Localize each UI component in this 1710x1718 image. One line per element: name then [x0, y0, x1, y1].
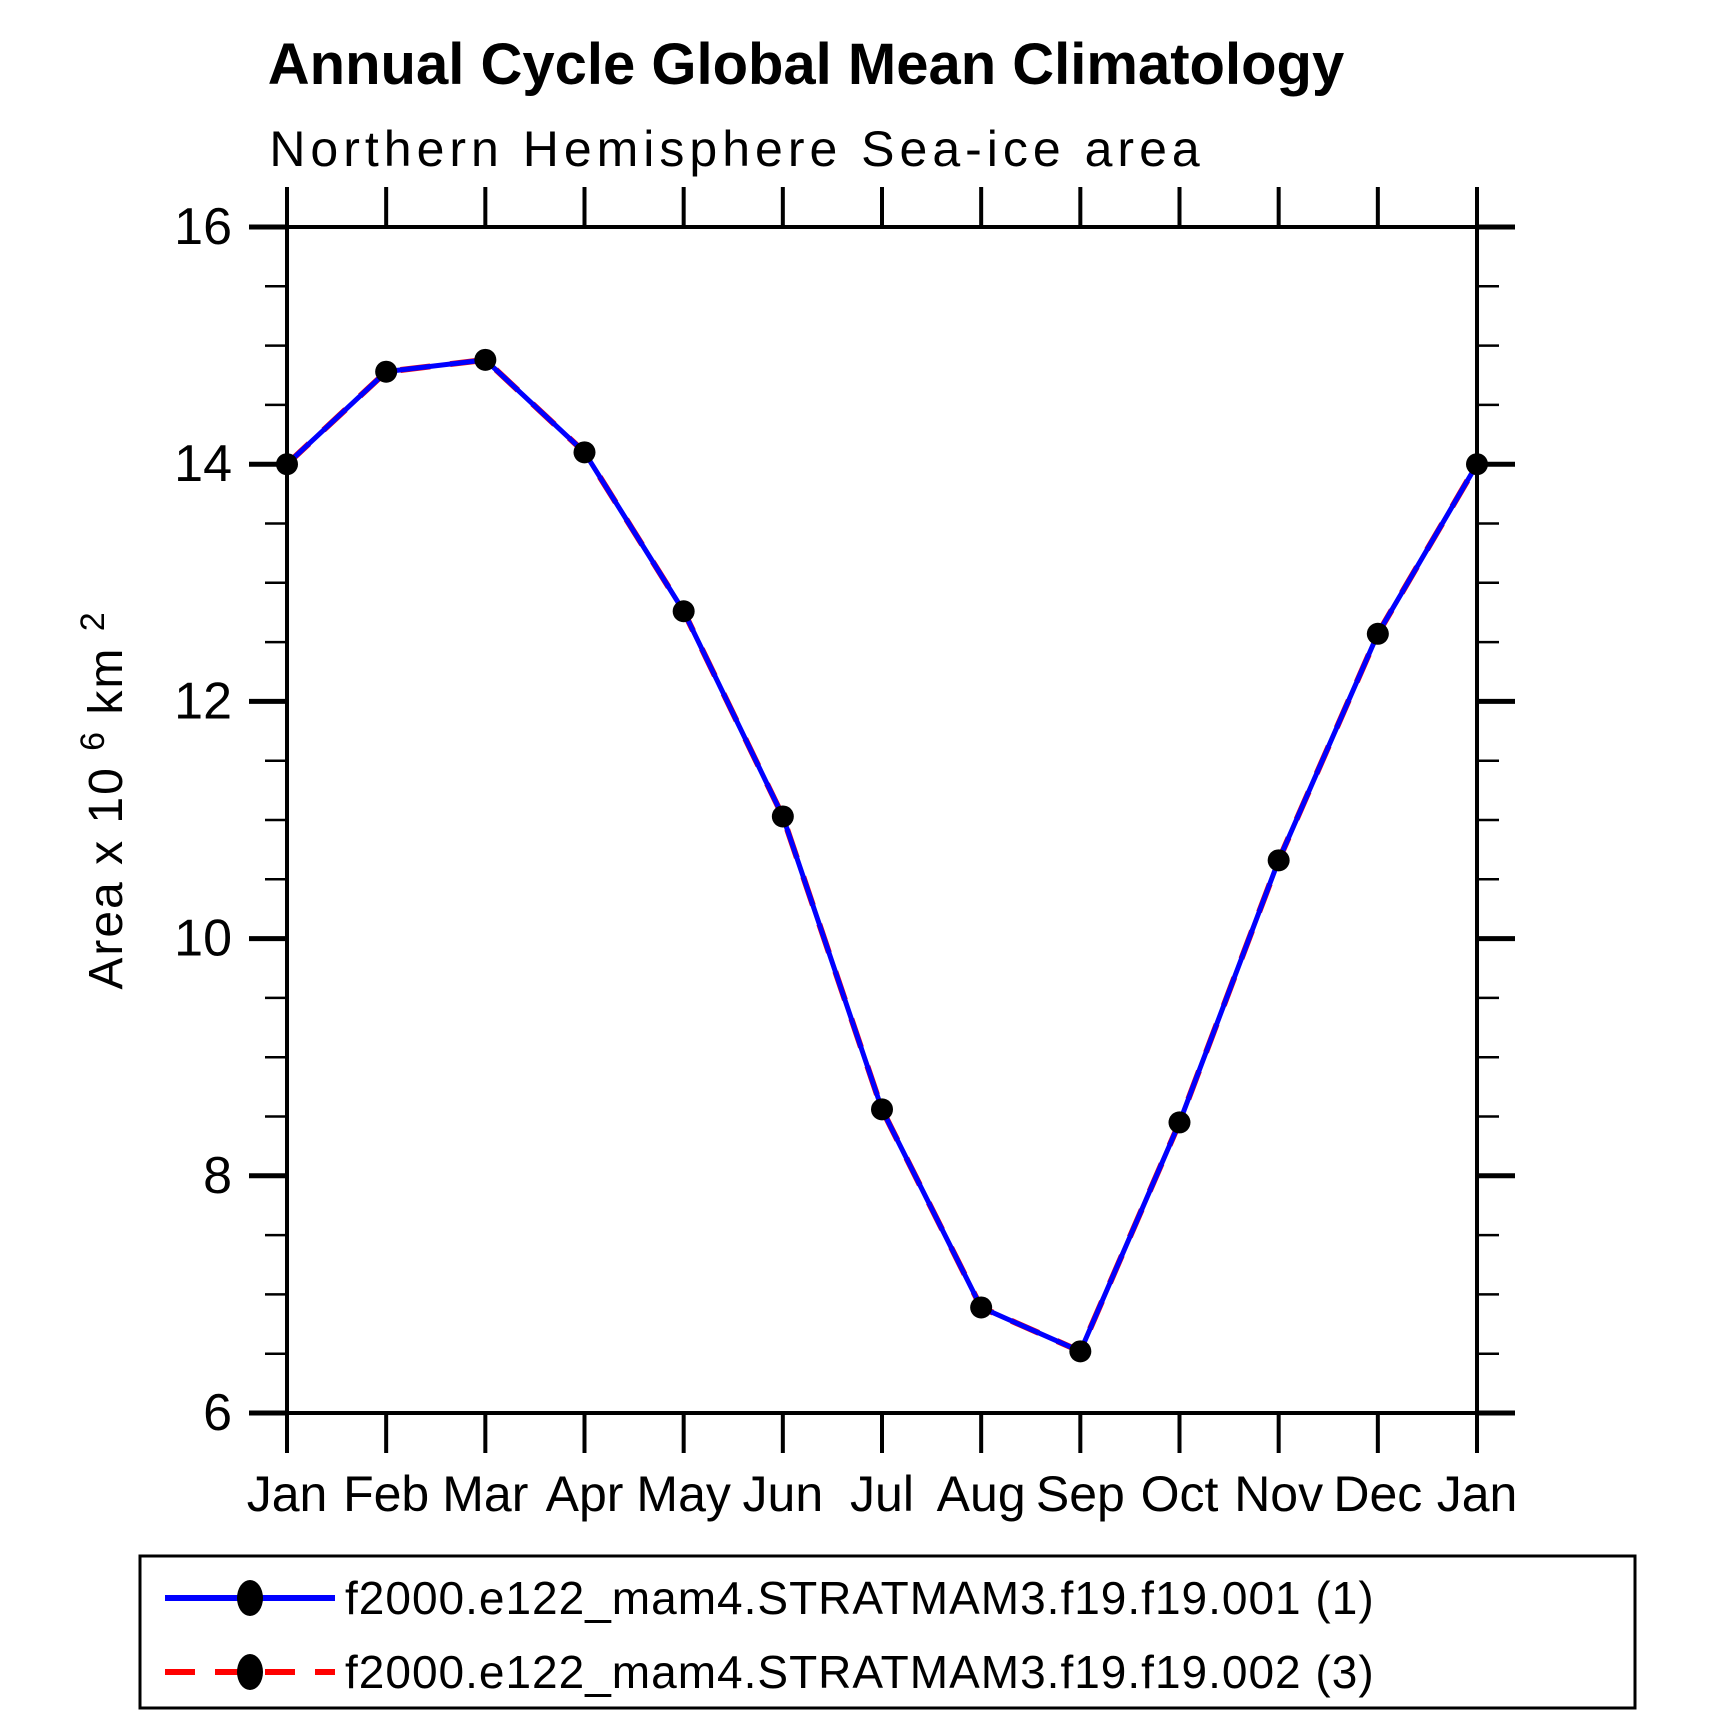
legend-marker-dot: [237, 1580, 263, 1616]
legend-entry: f2000.e122_mam4.STRATMAM3.f19.f19.001 (1…: [165, 1572, 1375, 1624]
data-point: [1466, 453, 1488, 476]
data-point: [871, 1098, 893, 1121]
y-tick-label: 12: [174, 672, 232, 730]
legend: f2000.e122_mam4.STRATMAM3.f19.f19.001 (1…: [138, 1554, 1637, 1710]
chart-subtitle: Northern Hemisphere Sea-ice area: [269, 121, 1204, 177]
y-tick-label: 6: [203, 1384, 232, 1442]
y-axis-label-superscript: 6: [74, 730, 112, 751]
y-tick-label: 14: [174, 435, 232, 493]
data-point: [771, 805, 794, 828]
y-tick-label: 10: [174, 910, 232, 968]
y-tick-label: 16: [174, 198, 232, 256]
x-tick-label: Nov: [1234, 1466, 1323, 1522]
legend-box: [138, 1554, 1637, 1710]
legend-label: f2000.e122_mam4.STRATMAM3.f19.f19.001 (1…: [345, 1572, 1375, 1624]
x-tick-label: Feb: [343, 1466, 429, 1522]
data-point: [970, 1296, 993, 1319]
data-point: [1069, 1340, 1092, 1363]
y-axis-label: Area x 10 6 km 2: [62, 610, 133, 989]
y-axis-label-part: Area x 10: [80, 766, 133, 989]
y-axis-label-superscript: 2: [74, 610, 112, 631]
x-tick-label: Mar: [442, 1466, 528, 1522]
y-axis-label-part: km: [80, 647, 133, 715]
x-tick-label: May: [636, 1466, 730, 1522]
plot-area: 6 8 10 12 14 16 Jan Feb Mar Apr May Jun Jul Aug Sep Oct…: [174, 187, 1517, 1522]
legend-entry: f2000.e122_mam4.STRATMAM3.f19.f19.002 (3…: [165, 1646, 1375, 1698]
data-point: [1366, 622, 1389, 645]
x-tick-label: Apr: [546, 1466, 624, 1522]
data-point: [276, 453, 298, 476]
x-tick-label: Dec: [1333, 1466, 1422, 1522]
series-001-line: [285, 357, 1480, 1355]
x-tick-label: Sep: [1036, 1466, 1125, 1522]
x-tick-label: Jan: [1437, 1466, 1518, 1522]
data-point: [1168, 1111, 1191, 1134]
x-tick-label: Jan: [247, 1466, 328, 1522]
series-002-line: [284, 356, 1480, 1356]
legend-marker-dot: [237, 1654, 263, 1690]
data-point: [474, 348, 497, 371]
chart-title: Annual Cycle Global Mean Climatology: [268, 32, 1344, 97]
x-tick-label: Aug: [937, 1466, 1026, 1522]
plot-box: [285, 225, 1479, 1415]
x-tick-label: Jul: [850, 1466, 914, 1522]
data-point: [1267, 849, 1290, 872]
data-point: [573, 441, 596, 464]
legend-label: f2000.e122_mam4.STRATMAM3.f19.f19.002 (3…: [345, 1646, 1375, 1698]
data-point: [375, 360, 398, 383]
x-tick-label: Oct: [1141, 1466, 1219, 1522]
data-point: [672, 600, 695, 623]
y-tick-label: 8: [203, 1147, 232, 1205]
x-tick-label: Jun: [743, 1466, 824, 1522]
